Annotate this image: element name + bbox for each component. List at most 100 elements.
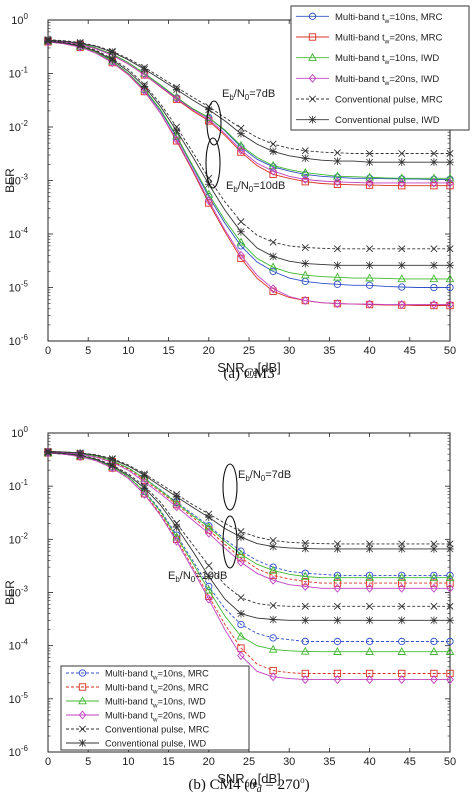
data-point-marker [301,539,309,547]
legend-label-main: Conventional pulse, MRC [335,95,443,106]
data-point-marker [44,448,52,457]
x-tick-label: 25 [243,756,255,768]
data-point-marker [204,585,214,594]
panel-caption: (b) CM4 (θd = 270o) [188,775,309,795]
data-point-marker [446,579,454,587]
y-tick-exponent: -6 [21,333,29,342]
x-axis-label-main: SNR [217,771,244,786]
series-line [47,451,450,576]
y-tick-label: 10-5 [9,280,29,295]
data-point-marker [268,262,278,271]
data-point-marker [398,149,406,157]
data-point-marker [445,274,455,283]
series-line [47,40,450,266]
series-line [47,450,450,550]
y-tick-base: 10 [9,176,21,188]
data-point-marker [430,545,438,553]
data-point-marker [269,542,277,551]
data-point-marker [269,601,277,609]
data-point-marker [268,565,278,574]
legend-label-main: Multi-band t [105,697,153,707]
legend-label-main: Multi-band t [105,669,153,679]
annotation-part: E [168,570,175,582]
legend-label-post: =10ns, MRC [389,12,442,23]
legend-entry-label: Multi-band tw=20ns, MRC [105,683,209,696]
annotation-part: /N [250,469,261,481]
data-point-marker [365,158,374,166]
data-point-marker [172,135,181,145]
x-axis-label-unit: [dB] [258,771,281,786]
snr-annotation: Eb/N0=7dB [222,88,275,102]
data-point-marker [365,299,374,309]
data-point-marker [445,572,455,581]
data-point-marker [301,581,310,591]
data-point-marker [333,616,342,625]
y-tick-label: 10-1 [9,478,29,493]
series-line [47,452,450,681]
data-point-marker [333,637,342,646]
data-point-marker [301,178,309,186]
caption-part: ) [305,777,310,793]
series-line [47,452,450,674]
data-point-marker [172,536,181,546]
data-point-marker [269,147,277,156]
data-point-marker [446,571,454,580]
data-point-marker [365,669,374,678]
legend-label-sub: w [384,39,390,46]
data-point-marker [333,583,342,593]
data-point-marker [430,579,438,587]
data-point-marker [268,644,278,653]
data-point-marker [269,287,277,295]
annotation-sub: b [245,474,250,483]
legend-label-main: Multi-band t [335,12,385,23]
legend-label-post: =20ns, IWD [389,74,439,85]
y-tick-exponent: -2 [21,119,29,128]
data-point-marker [397,261,406,270]
data-point-marker [172,131,181,140]
snr-annotation: Eb/N0=10dB [168,570,227,584]
data-point-marker [301,637,309,646]
legend-entry-label: Conventional pulse, IWD [105,739,206,749]
data-point-marker [237,533,245,541]
data-point-marker [446,669,454,678]
data-point-marker [445,646,455,655]
data-point-marker [205,513,213,522]
data-point-marker [398,579,406,587]
data-point-marker [172,493,181,501]
legend-label-post: =10ns, IWD [389,53,439,64]
annotation-part: E [238,469,245,481]
data-point-marker [172,532,181,541]
legend-marker [78,696,87,705]
data-point-marker [269,238,277,246]
legend-label-post: =20ns, MRC [157,683,209,693]
y-tick-base: 10 [9,481,21,493]
snr-annotation: Eb/N0=7dB [238,469,291,483]
data-point-marker [397,173,407,182]
series-line [47,40,450,250]
data-point-marker [237,129,245,138]
data-point-marker [398,602,406,610]
data-point-marker [365,572,374,581]
data-point-marker [446,675,454,685]
data-point-marker [365,281,374,289]
data-point-marker [172,85,181,94]
y-tick-exponent: -4 [21,226,29,235]
legend-entry-label: Multi-band tw=10ns, MRC [105,669,209,682]
data-point-marker [236,140,246,149]
panel-b: 0 5 10 15 20 25 30 35 40 45 5010010-110-210-310-41… [3,425,456,795]
panel-a: 0 5 10 15 20 25 30 35 40 45 5010010-110-210-310-41… [3,5,470,382]
x-tick-label: 0 [45,756,51,768]
data-point-marker [366,149,374,157]
data-point-marker [237,148,245,156]
legend-marker [308,33,317,41]
data-point-marker [333,545,342,553]
data-point-marker [269,672,277,682]
y-tick-base: 10 [9,641,21,653]
data-point-marker [333,571,342,580]
x-tick-label: 15 [162,756,174,768]
y-tick-base: 10 [9,122,21,134]
data-point-marker [397,300,406,310]
y-tick-label: 10-3 [9,585,29,600]
data-point-marker [430,675,438,685]
